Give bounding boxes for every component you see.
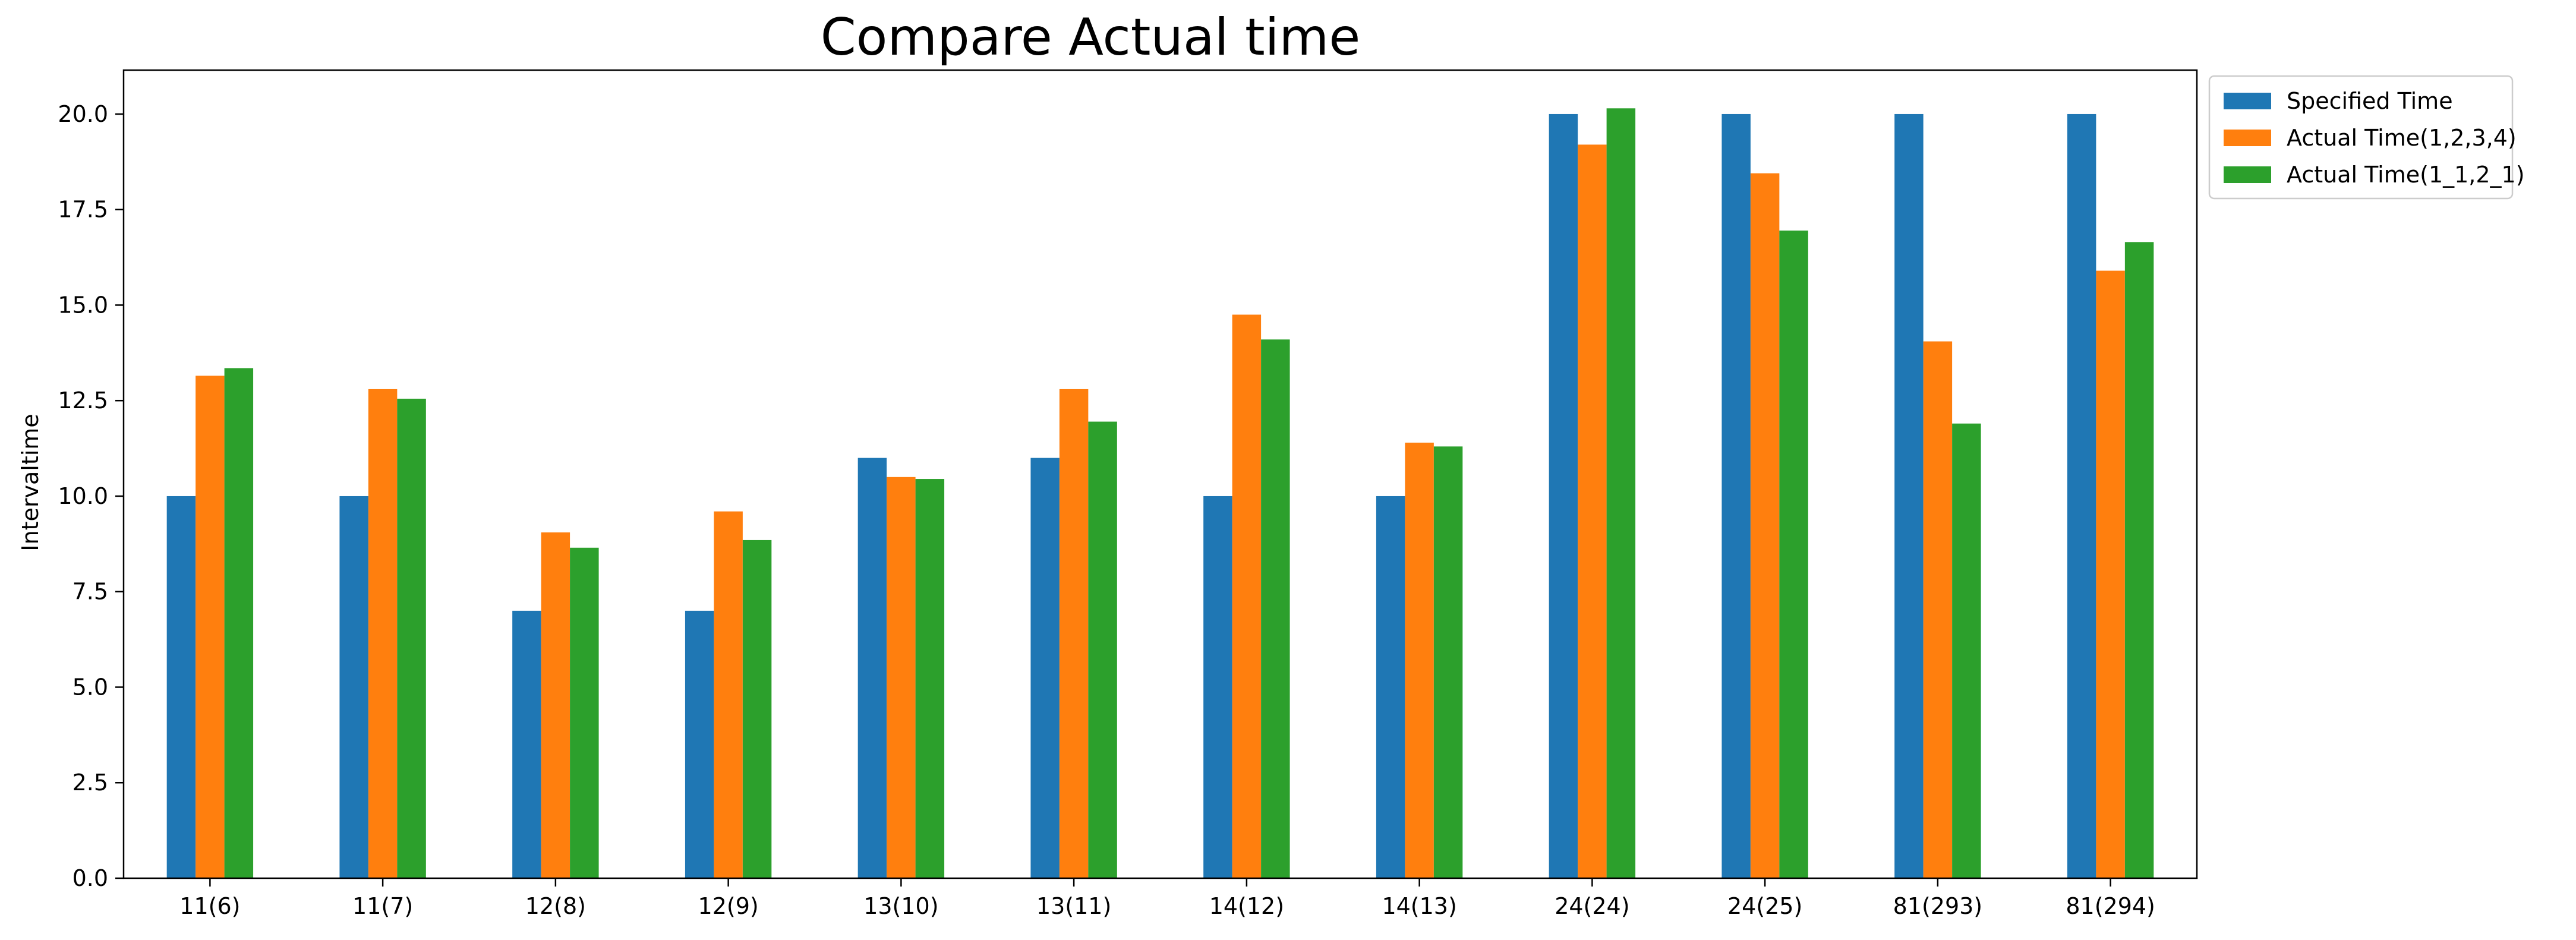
bar-0-0: [166, 496, 196, 878]
y-axis-label: Intervaltime: [17, 414, 43, 551]
bar-0-9: [1721, 113, 1751, 879]
x-tick-label-6: 14(12): [1209, 893, 1284, 919]
x-tick-label-7: 14(13): [1382, 893, 1456, 919]
y-tick-label-0: 0.0: [72, 865, 108, 891]
bar-2-10: [1952, 423, 1981, 878]
bar-2-8: [1606, 108, 1636, 878]
x-tick-label-11: 81(294): [2066, 893, 2155, 919]
y-tick-label-5: 12.5: [58, 387, 108, 414]
y-tick-label-6: 15.0: [58, 292, 108, 318]
y-tick-label-8: 20.0: [58, 101, 108, 127]
bar-2-2: [570, 547, 599, 878]
bar-1-1: [368, 389, 398, 878]
y-tick-label-2: 5.0: [72, 674, 108, 700]
x-tick-label-3: 12(9): [698, 893, 759, 919]
plot-frame: [122, 69, 2198, 879]
bar-2-0: [224, 368, 254, 878]
legend: Specified Time Actual Time(1,2,3,4) Actual…: [2208, 75, 2525, 200]
bar-0-3: [685, 610, 714, 878]
bar-1-0: [196, 376, 225, 878]
x-tick-label-1: 11(7): [352, 893, 413, 919]
x-tick-label-4: 13(10): [863, 893, 938, 919]
legend-label-0: Specified Time: [2287, 88, 2453, 114]
x-tick-label-0: 11(6): [179, 893, 240, 919]
bar-1-6: [1232, 314, 1262, 878]
bar-2-11: [2124, 242, 2154, 878]
chart-title: Compare Actual time: [821, 8, 1361, 67]
y-tick-label-3: 7.5: [72, 579, 108, 605]
legend-box: [2208, 75, 2514, 200]
legend-label-1: Actual Time(1,2,3,4): [2287, 125, 2517, 151]
bar-2-1: [397, 399, 426, 878]
bar-2-4: [915, 479, 945, 878]
bar-1-4: [887, 477, 916, 878]
legend-swatch-2: [2224, 166, 2271, 183]
bar-0-1: [339, 496, 368, 878]
bar-0-10: [1894, 113, 1924, 879]
y-tick-label-7: 17.5: [58, 197, 108, 223]
bar-1-9: [1750, 173, 1780, 878]
bar-1-5: [1059, 389, 1089, 878]
x-tick-label-8: 24(24): [1555, 893, 1629, 919]
bar-0-4: [857, 458, 887, 878]
bar-1-11: [2096, 270, 2125, 879]
y-tick-label-4: 10.0: [58, 483, 108, 509]
bar-1-7: [1405, 442, 1434, 878]
legend-label-2: Actual Time(1_1,2_1): [2287, 162, 2525, 188]
bar-1-8: [1578, 144, 1607, 878]
x-tick-label-10: 81(293): [1893, 893, 1983, 919]
x-tick-label-5: 13(11): [1036, 893, 1111, 919]
bar-1-2: [541, 532, 570, 878]
bar-0-7: [1376, 496, 1405, 878]
x-tick-label-2: 12(8): [525, 893, 586, 919]
bar-0-6: [1203, 496, 1232, 878]
bar-2-5: [1088, 421, 1117, 878]
bar-0-2: [512, 610, 541, 878]
legend-swatch-1: [2224, 130, 2271, 146]
bar-0-11: [2067, 113, 2096, 879]
legend-swatch-0: [2224, 93, 2271, 109]
bar-0-5: [1030, 458, 1060, 878]
bars-layer: [166, 108, 2154, 879]
bar-2-9: [1779, 231, 1808, 878]
axes-layer: 0.0 2.5 5.0 7.5 10.0 12.5 15.0 17.5 20.0 11(6) 11(…: [58, 69, 2198, 919]
bar-1-10: [1923, 341, 1953, 878]
bar-1-3: [714, 511, 743, 878]
bar-2-3: [742, 540, 772, 878]
bar-0-8: [1549, 113, 1578, 879]
bar-2-6: [1261, 339, 1290, 878]
y-tick-label-1: 2.5: [72, 769, 108, 796]
bar-2-7: [1433, 446, 1463, 878]
x-tick-label-9: 24(25): [1727, 893, 1802, 919]
